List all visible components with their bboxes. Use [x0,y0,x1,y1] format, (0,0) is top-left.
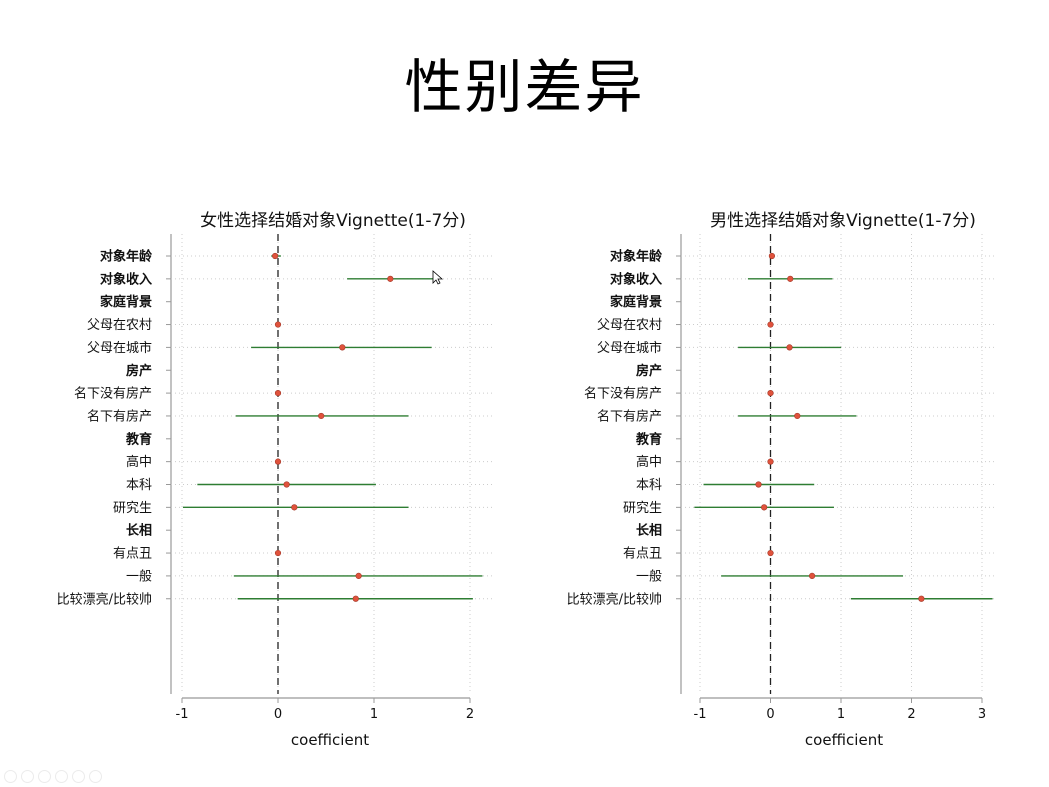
x-tick-label: 0 [766,707,774,722]
female-panel: 女性选择结婚对象Vignette(1-7分) 对象年龄对象收入家庭背景父母在农村父… [57,211,492,749]
row-label: 名下没有房产 [74,386,152,402]
row-label: 高中 [126,454,152,470]
x-tick-label: 0 [274,707,282,722]
estimate-point [274,549,282,557]
group-header-label: 房产 [636,363,662,379]
x-tick-label: 2 [907,707,915,722]
row-label: 有点丑 [113,547,152,562]
row-label: 名下有房产 [597,408,662,424]
estimate-point [808,572,816,580]
group-header-label: 教育 [125,431,152,447]
estimate-point [918,595,925,602]
estimate-point [794,412,801,420]
row-label: 父母在农村 [87,318,152,333]
row-label: 研究生 [623,501,662,516]
row-label: 比较漂亮/比较帅 [567,591,662,607]
estimate-point [291,504,298,511]
panel-title: 女性选择结婚对象Vignette(1-7分) [200,211,466,231]
row-label: 父母在城市 [87,340,152,356]
estimate-point [274,458,282,465]
group-header-label: 房产 [126,363,152,379]
row-label: 对象年龄 [100,249,153,265]
row-label: 对象年龄 [610,249,663,265]
row-label: 本科 [126,478,152,493]
group-header-label: 家庭背景 [100,294,152,310]
row-label: 高中 [636,454,662,470]
estimate-point [283,481,290,488]
pen-icon[interactable] [38,770,51,783]
panel-title: 男性选择结婚对象Vignette(1-7分) [710,211,976,231]
estimate-point [767,321,774,328]
estimate-point [761,504,768,511]
estimate-point [768,252,776,260]
estimate-point [787,275,794,282]
x-tick-label: 3 [978,707,986,722]
group-header-label: 长相 [126,523,152,539]
x-tick-label: 1 [370,707,378,722]
row-label: 名下有房产 [87,408,152,424]
estimate-point [767,458,774,465]
group-header-label: 教育 [635,431,662,447]
x-axis-label: coefficient [291,731,369,749]
x-axis-label: coefficient [805,731,883,749]
estimate-point [272,252,279,260]
estimate-point [274,321,282,328]
row-label: 本科 [636,478,662,493]
x-tick-label: -1 [694,707,707,722]
row-label: 比较漂亮/比较帅 [57,591,152,607]
row-label: 名下没有房产 [584,386,662,402]
zoom-icon[interactable] [72,770,85,783]
estimate-point [339,344,346,351]
x-tick-label: -1 [176,707,189,722]
more-icon[interactable] [89,770,102,783]
estimate-point [318,412,325,420]
next-slide-icon[interactable] [21,770,34,783]
row-label: 对象收入 [100,271,152,287]
row-label: 一般 [126,568,152,584]
estimate-point [274,390,282,397]
group-header-label: 长相 [636,523,662,539]
slide-title: 性别差异 [404,53,645,121]
group-header-label: 家庭背景 [610,294,662,310]
prev-slide-icon[interactable] [4,770,17,783]
x-tick-label: 1 [837,707,845,722]
estimate-point [387,275,394,282]
row-label: 对象收入 [610,271,662,287]
x-tick-label: 2 [466,707,474,722]
row-label: 有点丑 [623,547,662,562]
estimate-point [355,572,362,580]
row-label: 父母在城市 [597,340,662,356]
row-label: 研究生 [113,501,152,516]
mouse-pointer-icon [432,270,444,285]
row-label: 一般 [636,568,662,584]
estimate-point [352,595,359,602]
estimate-point [786,344,793,351]
row-label: 父母在农村 [597,318,662,333]
estimate-point [767,549,774,557]
estimate-point [767,390,774,397]
slides-icon[interactable] [55,770,68,783]
presentation-toolbar [0,768,200,783]
estimate-point [755,481,762,488]
male-panel: 男性选择结婚对象Vignette(1-7分) 对象年龄对象收入家庭背景父母在农村父… [567,211,994,749]
